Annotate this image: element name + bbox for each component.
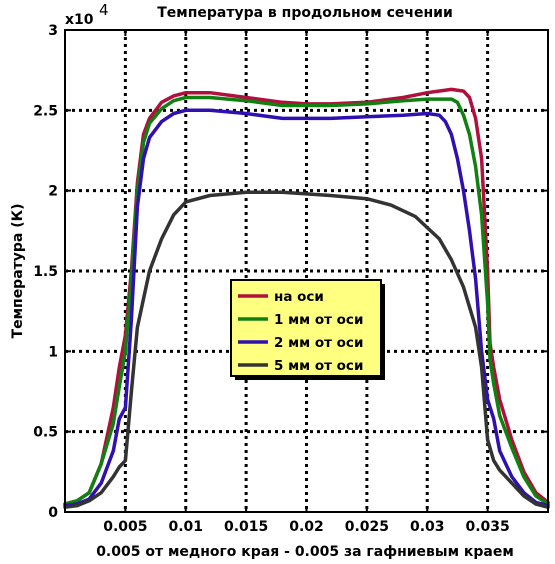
y-tick-label-4: 2 bbox=[48, 184, 58, 200]
grid bbox=[65, 30, 548, 512]
x-tick-label-3: 0.02 bbox=[289, 519, 324, 535]
x-tick-label-4: 0.025 bbox=[345, 519, 389, 535]
legend-label-1: 1 мм от оси bbox=[274, 312, 363, 328]
series-line-2 bbox=[63, 108, 550, 508]
chart-title: Температура в продольном сечении bbox=[157, 5, 453, 21]
legend-label-2: 2 мм от оси bbox=[274, 335, 363, 351]
x-tick-label-0: 0.005 bbox=[103, 519, 147, 535]
x-axis-label: 0.005 от медного края - 0.005 за гафниев… bbox=[96, 544, 514, 560]
y-axis-label: Температура (К) bbox=[10, 204, 26, 339]
y-tick-label-1: 0.5 bbox=[33, 425, 58, 441]
plot-frame bbox=[64, 29, 549, 513]
series-line-1 bbox=[63, 95, 550, 506]
y-multiplier-base: x10 bbox=[65, 12, 94, 28]
y-multiplier-label: x10 bbox=[65, 12, 94, 28]
legend-label-3: 5 мм от оси bbox=[274, 358, 363, 374]
x-tick-label-6: 0.035 bbox=[465, 519, 509, 535]
y-tick-label-5: 2.5 bbox=[33, 103, 58, 119]
x-tick-label-1: 0.01 bbox=[168, 519, 203, 535]
series-lines bbox=[63, 87, 550, 509]
x-tick-label-5: 0.03 bbox=[410, 519, 445, 535]
legend-label-0: на оси bbox=[274, 289, 324, 305]
y-tick-label-2: 1 bbox=[48, 344, 58, 360]
y-tick-label-3: 1.5 bbox=[33, 264, 58, 280]
y-multiplier-exponent: 4 bbox=[99, 1, 109, 19]
y-tick-label-6: 3 bbox=[48, 23, 58, 39]
series-line-3 bbox=[63, 190, 550, 509]
legend: на оси 1 мм от оси 2 мм от оси 5 мм от оси bbox=[230, 279, 385, 380]
y-tick-label-0: 0 bbox=[48, 505, 58, 521]
x-tick-label-2: 0.015 bbox=[224, 519, 268, 535]
